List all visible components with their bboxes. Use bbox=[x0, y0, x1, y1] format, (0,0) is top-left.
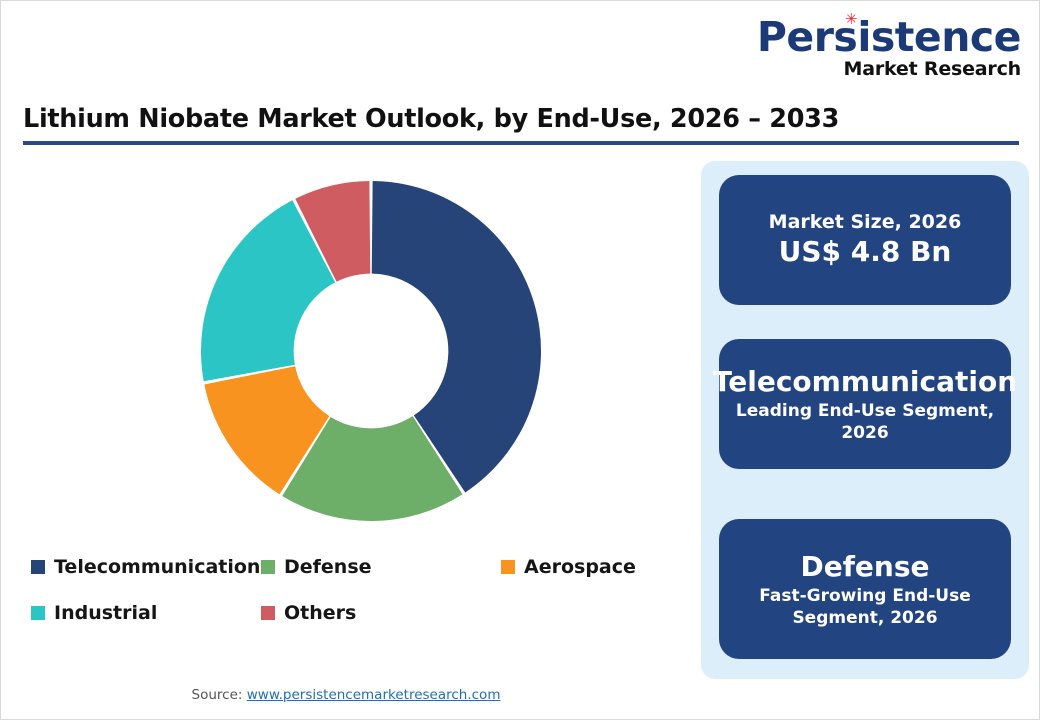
logo-star-icon: ✳ bbox=[844, 10, 858, 28]
source-note: Source: www.persistencemarketresearch.co… bbox=[1, 687, 691, 703]
donut-slice-telecommunication[interactable]: Telecommunication: 40.8% bbox=[371, 181, 541, 493]
brand-logo: Persistence ✳ Market Research bbox=[757, 12, 1022, 80]
title-block: Lithium Niobate Market Outlook, by End-U… bbox=[23, 104, 1019, 145]
chart-legend: Telecommunication Defense Aerospace Indu… bbox=[31, 544, 671, 636]
donut-chart-area: Telecommunication: 40.8%Defense: 18.1%Ae… bbox=[1, 151, 691, 571]
kpi-card-leading-segment: Telecommunication Leading End-Use Segmen… bbox=[713, 339, 1017, 469]
title-divider bbox=[23, 141, 1019, 145]
legend-item-industrial: Industrial bbox=[31, 602, 261, 624]
kpi-leading-segment-label: Leading End-Use Segment, 2026 bbox=[735, 400, 995, 443]
kpi-card-market-size: Market Size, 2026 US$ 4.8 Bn bbox=[719, 175, 1011, 305]
legend-label-industrial: Industrial bbox=[54, 602, 158, 624]
legend-item-others: Others bbox=[261, 602, 501, 624]
kpi-panel: Market Size, 2026 US$ 4.8 Bn Telecommuni… bbox=[701, 161, 1029, 679]
page-title: Lithium Niobate Market Outlook, by End-U… bbox=[23, 104, 840, 134]
legend-label-telecommunication: Telecommunication bbox=[54, 556, 261, 578]
legend-label-others: Others bbox=[284, 602, 357, 624]
kpi-card-fast-growing-segment: Defense Fast-Growing End-Use Segment, 20… bbox=[719, 519, 1011, 659]
legend-swatch-industrial bbox=[31, 606, 45, 620]
logo-subtitle: Market Research bbox=[843, 58, 1021, 80]
legend-swatch-others bbox=[261, 606, 275, 620]
donut-slice-aerospace[interactable]: Aerospace: 13.1% bbox=[204, 366, 330, 495]
donut-slice-group: Telecommunication: 40.8%Defense: 18.1%Ae… bbox=[201, 181, 541, 521]
legend-swatch-defense bbox=[261, 560, 275, 574]
kpi-fast-growing-label: Fast-Growing End-Use Segment, 2026 bbox=[759, 585, 971, 628]
donut-chart: Telecommunication: 40.8%Defense: 18.1%Ae… bbox=[201, 181, 541, 521]
legend-row-1: Telecommunication Defense Aerospace bbox=[31, 544, 671, 590]
legend-item-telecommunication: Telecommunication bbox=[31, 556, 261, 578]
legend-swatch-aerospace bbox=[501, 560, 515, 574]
legend-item-defense: Defense bbox=[261, 556, 501, 578]
kpi-market-size-value: US$ 4.8 Bn bbox=[778, 235, 952, 269]
kpi-leading-segment-value: Telecommunication bbox=[712, 364, 1018, 398]
source-prefix: Source: bbox=[191, 687, 247, 703]
logo-main-text: Persistence bbox=[756, 13, 1022, 61]
legend-label-defense: Defense bbox=[284, 556, 372, 578]
source-url-link[interactable]: www.persistencemarketresearch.com bbox=[246, 687, 501, 703]
kpi-fast-growing-value: Defense bbox=[800, 549, 930, 583]
donut-slice-others[interactable]: Others: 7.5% bbox=[295, 181, 371, 282]
legend-swatch-telecommunication bbox=[31, 560, 45, 574]
legend-item-aerospace: Aerospace bbox=[501, 556, 671, 578]
legend-label-aerospace: Aerospace bbox=[524, 556, 636, 578]
kpi-market-size-label: Market Size, 2026 bbox=[768, 210, 962, 233]
donut-slice-industrial[interactable]: Industrial: 20.5% bbox=[201, 200, 336, 382]
logo-wordmark: Persistence ✳ bbox=[757, 12, 1022, 58]
legend-row-2: Industrial Others bbox=[31, 590, 671, 636]
donut-slice-defense[interactable]: Defense: 18.1% bbox=[282, 416, 463, 521]
